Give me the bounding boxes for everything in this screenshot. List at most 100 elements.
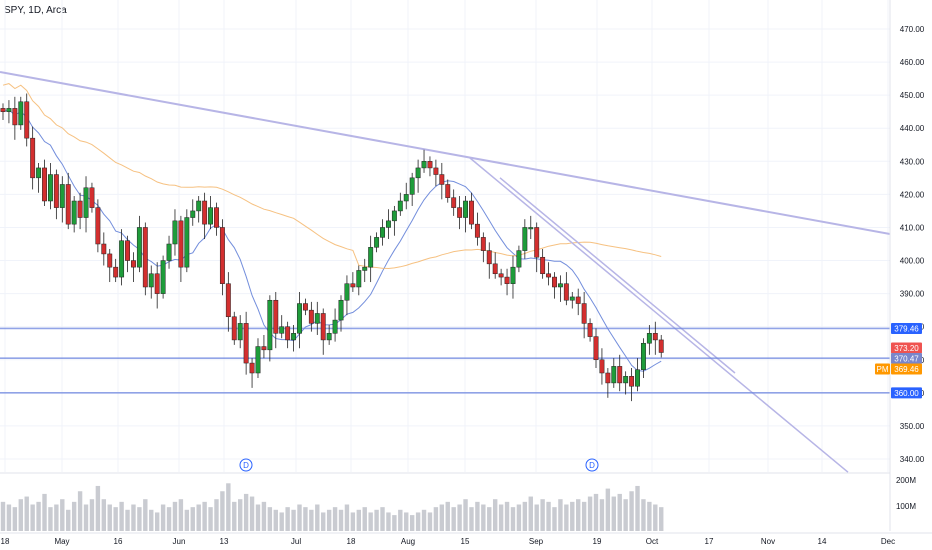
volume-bar xyxy=(564,504,569,531)
candle-body xyxy=(18,101,24,126)
candle-body xyxy=(581,303,587,324)
volume-bar xyxy=(226,483,231,531)
candle-body xyxy=(261,346,267,351)
candle-body xyxy=(196,200,202,212)
volume-bar xyxy=(137,507,142,531)
volume-bar xyxy=(498,504,504,531)
volume-bar xyxy=(368,512,373,531)
candle-body xyxy=(498,273,504,278)
volume-bar xyxy=(54,504,59,531)
y-tick-label: 450.00 xyxy=(900,91,925,100)
candle-body xyxy=(107,253,113,268)
candle-body xyxy=(225,283,231,318)
ma-fast-line xyxy=(2,109,662,372)
candle-body xyxy=(403,194,409,202)
candle-body xyxy=(273,299,279,334)
candle-body xyxy=(47,174,53,202)
y-tick-label: 430.00 xyxy=(900,157,925,166)
volume-bar xyxy=(267,507,273,531)
candle-body xyxy=(113,266,119,278)
x-tick-label: Jun xyxy=(173,537,186,546)
x-tick-label: 17 xyxy=(705,537,714,546)
candle-body xyxy=(0,108,6,112)
volume-bar xyxy=(273,509,278,531)
candle-body xyxy=(652,333,658,341)
x-tick-label: May xyxy=(54,537,69,546)
candle-body xyxy=(6,108,12,112)
volume-bar xyxy=(605,488,611,531)
candle-body xyxy=(65,184,71,225)
volume-bar xyxy=(629,491,634,531)
candle-body xyxy=(148,273,154,288)
volume-bar xyxy=(421,509,427,531)
volume-bar xyxy=(457,504,462,531)
volume-bar xyxy=(510,507,516,531)
volume-bar xyxy=(36,501,41,531)
volume-bar xyxy=(409,515,415,531)
volume-bar xyxy=(611,496,616,531)
candle-body xyxy=(391,210,397,222)
candle-body xyxy=(36,167,42,179)
volume-bar xyxy=(6,504,12,531)
volume-bar xyxy=(202,501,207,531)
candle-body xyxy=(314,313,320,324)
volume-bar xyxy=(427,512,433,531)
dividend-marker-label: D xyxy=(243,461,249,470)
volume-bar xyxy=(190,507,195,531)
candle-body xyxy=(474,223,480,238)
volume-bar xyxy=(154,512,160,531)
volume-bar xyxy=(12,507,18,531)
trendline-long xyxy=(0,71,891,236)
candle-body xyxy=(599,359,605,374)
candle-body xyxy=(320,313,326,341)
volume-bar xyxy=(570,501,575,531)
session-badge-label: PM xyxy=(877,365,889,374)
price-badge xyxy=(891,342,922,354)
candle-body xyxy=(611,366,617,384)
volume-bar xyxy=(95,485,101,531)
volume-bar xyxy=(0,501,6,531)
volume-bar xyxy=(362,507,367,531)
candle-body xyxy=(427,161,433,169)
candle-body xyxy=(249,362,255,374)
candle-body xyxy=(83,187,89,218)
candle-body xyxy=(623,376,629,384)
candle-body xyxy=(237,323,243,341)
candle-body xyxy=(451,197,457,208)
dividend-marker xyxy=(585,458,599,472)
volume-bar xyxy=(279,512,284,531)
volume-bar xyxy=(623,499,628,531)
candle-body xyxy=(646,333,652,344)
candle-body xyxy=(540,256,546,275)
volume-bar xyxy=(587,496,593,531)
volume-bar xyxy=(617,493,622,531)
x-tick-label: Oct xyxy=(646,537,659,546)
volume-bar xyxy=(125,509,130,531)
candle-body xyxy=(640,342,646,370)
candle-body xyxy=(30,137,36,179)
candle-body xyxy=(160,260,166,294)
candle-body xyxy=(415,167,421,179)
candle-body xyxy=(445,184,451,198)
candles xyxy=(0,93,664,402)
volume-bar xyxy=(255,504,261,531)
candle-body xyxy=(350,283,356,288)
candle-body xyxy=(302,303,308,311)
candle-body xyxy=(439,174,445,185)
volume-bar xyxy=(492,499,498,531)
candle-body xyxy=(380,227,385,238)
volume-bar xyxy=(338,509,344,531)
volume-bar xyxy=(220,491,225,531)
x-tick-label: 13 xyxy=(220,537,229,546)
candle-body xyxy=(528,227,534,230)
candle-body xyxy=(546,273,552,278)
volume-bar xyxy=(522,501,528,531)
volume-bar xyxy=(599,499,605,531)
volume-bar xyxy=(83,504,89,531)
candle-body xyxy=(534,227,540,258)
volume-bar xyxy=(232,501,237,531)
candle-body xyxy=(362,266,368,271)
symbol-title: SPY, 1D, Arca xyxy=(4,5,67,16)
candle-body xyxy=(368,247,374,268)
